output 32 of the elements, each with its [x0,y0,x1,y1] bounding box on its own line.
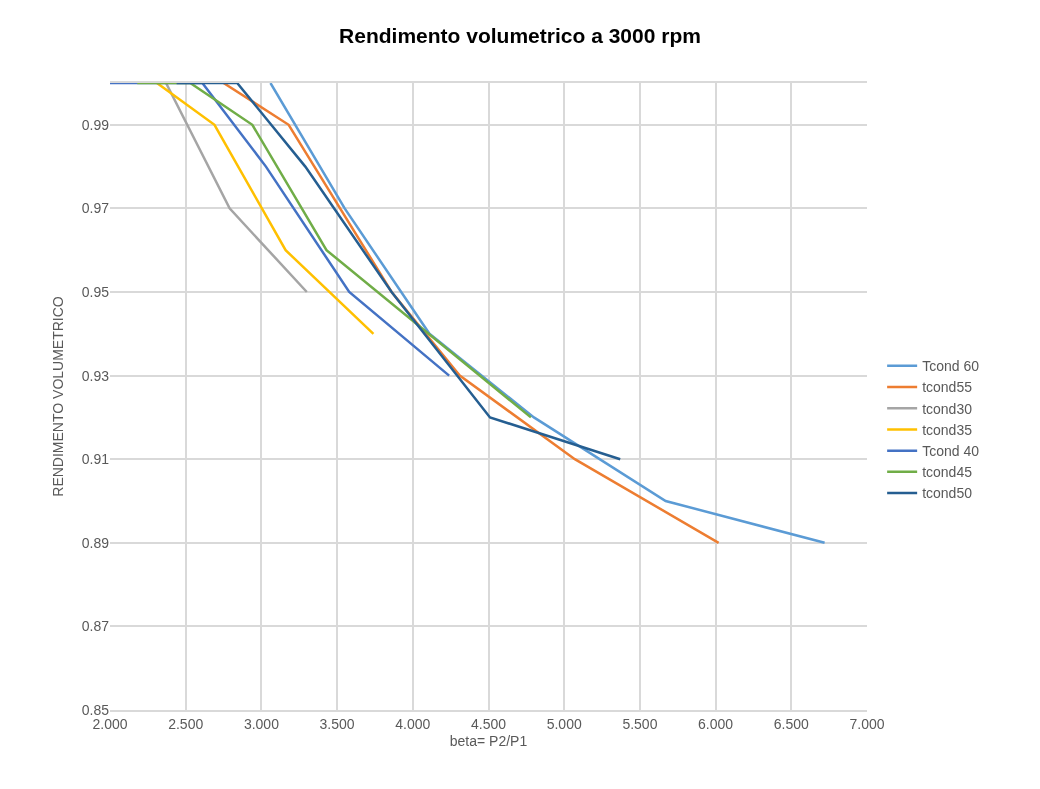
y-tick-label: 0.97 [81,200,110,217]
legend-label: tcond35 [922,421,973,438]
legend-label: tcond45 [922,464,973,481]
x-axis-title: beta= P2/P1 [449,733,528,750]
x-tick-label: 7.000 [849,715,885,732]
y-tick-label: 0.85 [81,701,110,718]
x-tick-label: 5.000 [546,715,582,732]
line-series [155,83,375,336]
x-tick-label: 6.000 [698,715,734,732]
chart-title: Rendimento volumetrico a 3000 rpm [339,23,701,47]
y-tick-label: 0.95 [81,283,110,300]
line-series [175,83,622,461]
legend-label: tcond30 [922,400,973,417]
legend-label: Tcond 40 [922,443,980,460]
x-tick-label: 3.500 [319,715,355,732]
legend-label: Tcond 60 [922,358,980,375]
y-tick-label: 0.93 [81,367,110,384]
x-tick-label: 3.000 [243,715,280,732]
legend-label: tcond50 [922,485,973,502]
y-axis-title: RENDIMENTO VOLUMETRICO [50,296,67,497]
y-tick-label: 0.91 [81,451,110,468]
x-tick-label: 4.000 [395,715,431,732]
y-tick-label: 0.99 [81,116,110,133]
x-tick-label: 5.500 [622,715,658,732]
x-tick-label: 2.000 [92,715,128,732]
legend-label: tcond55 [922,379,973,396]
x-tick-label: 2.500 [168,715,204,732]
y-tick-label: 0.87 [81,618,110,635]
y-tick-label: 0.89 [81,534,110,551]
line-series [136,83,533,419]
x-tick-label: 4.500 [470,715,507,732]
x-tick-label: 6.500 [773,715,810,732]
